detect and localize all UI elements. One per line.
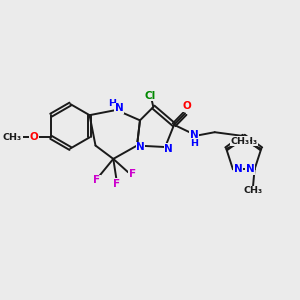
Text: N: N [234,164,243,174]
Text: O: O [29,132,38,142]
Text: N: N [190,130,198,140]
Text: CH₃: CH₃ [230,137,249,146]
Text: N: N [115,103,124,113]
Text: N: N [136,142,145,152]
Text: CH₃: CH₃ [238,137,257,146]
Text: F: F [93,175,100,185]
Text: N: N [246,164,254,174]
Text: CH₃: CH₃ [3,133,22,142]
Text: O: O [182,101,191,111]
Text: H: H [190,139,198,148]
Text: Cl: Cl [145,91,156,101]
Text: H: H [108,99,116,108]
Text: N: N [164,143,173,154]
Text: CH₃: CH₃ [244,187,262,196]
Text: F: F [129,169,136,179]
Text: F: F [113,178,120,188]
